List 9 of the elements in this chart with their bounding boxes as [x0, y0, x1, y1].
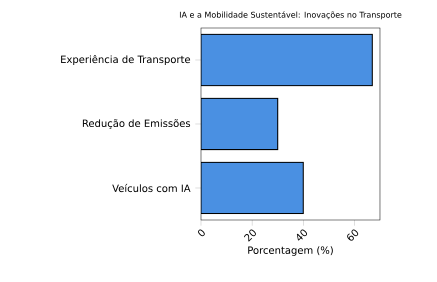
y-tick-label: Experiência de Transporte — [61, 54, 190, 66]
x-axis-title: Porcentagem (%) — [248, 246, 333, 256]
x-tick-label: 0 — [198, 230, 205, 236]
y-tick-label: Redução de Emissões — [82, 119, 190, 129]
x-tick-label: 40 — [296, 230, 308, 241]
y-tick-label: Veículos com IA — [112, 184, 191, 192]
x-tick-label: 20 — [244, 230, 256, 242]
x-tick-label: 60 — [347, 230, 358, 241]
chart-title: IA e a Mobilidade Sustentável: Inovações no Transporte — [180, 11, 402, 20]
